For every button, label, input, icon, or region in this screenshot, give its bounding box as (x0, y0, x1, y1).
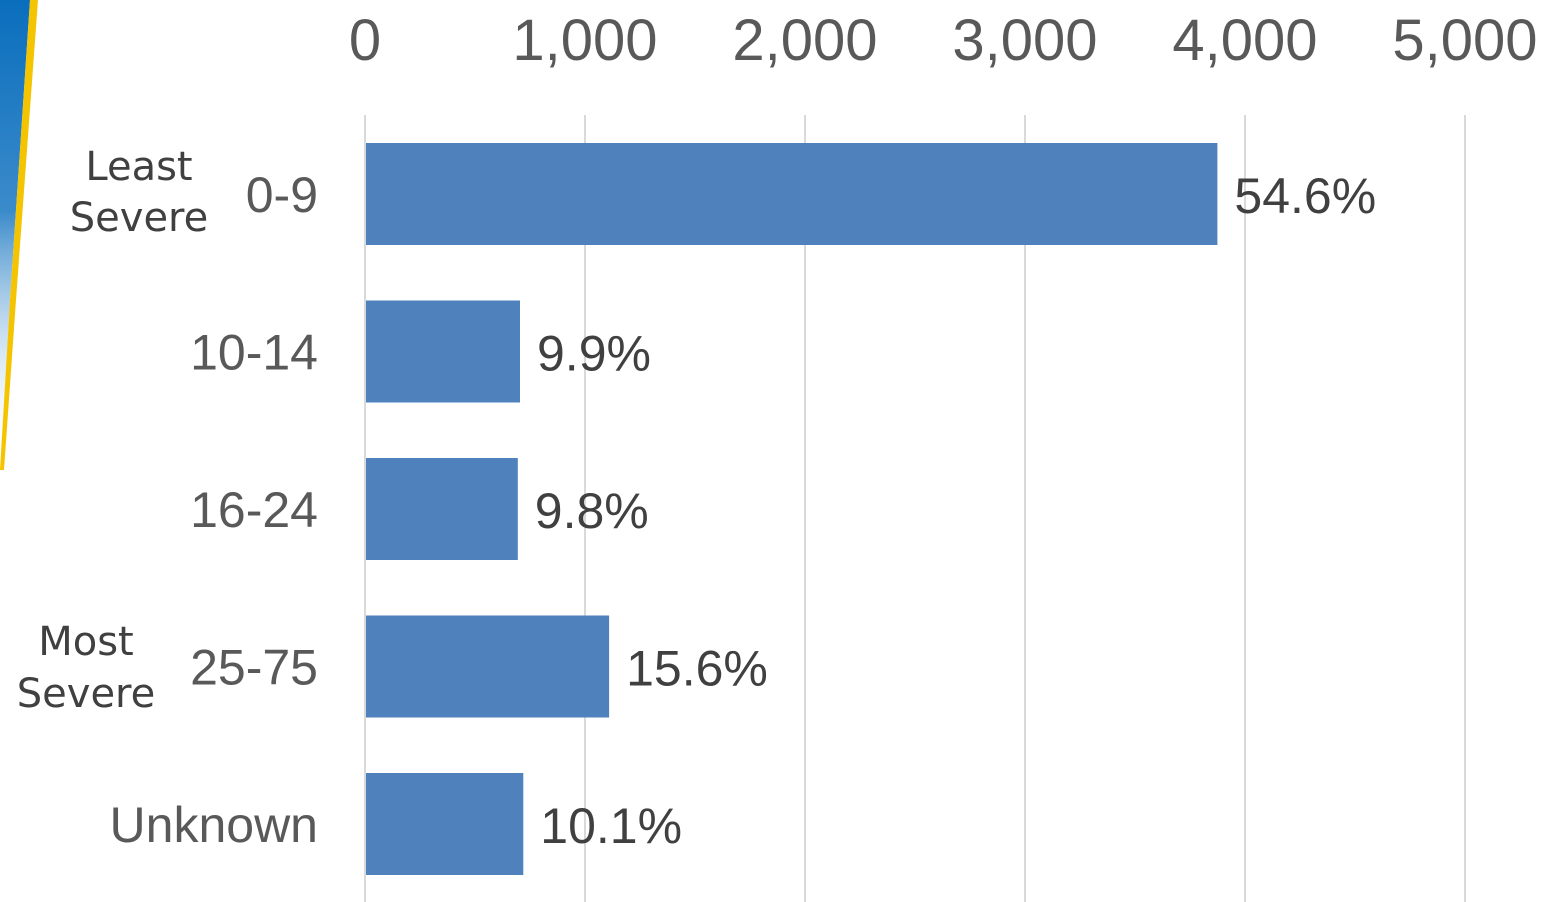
x-tick-label: 4,000 (1172, 8, 1317, 73)
bar-0-9 (366, 143, 1218, 245)
category-label: 10-14 (190, 325, 318, 381)
data-label: 9.8% (535, 483, 649, 539)
least-severe-label-line1: Least (85, 144, 192, 190)
bars (366, 143, 1218, 875)
data-labels: 54.6% 9.9% 9.8% 15.6% 10.1% (535, 168, 1376, 854)
x-tick-label: 3,000 (952, 8, 1097, 73)
severity-labels: Least Severe Most Severe (17, 144, 208, 717)
bar-10-14 (366, 300, 520, 403)
category-label: 25-75 (190, 640, 318, 696)
bar-25-75 (366, 615, 610, 718)
bar-16-24 (366, 458, 518, 560)
x-tick-label: 2,000 (732, 8, 877, 73)
x-tick-label: 1,000 (512, 8, 657, 73)
category-labels: 0-9 10-14 16-24 25-75 Unknown (110, 167, 318, 853)
data-label: 9.9% (537, 326, 651, 382)
gridlines (364, 115, 1466, 902)
blue-edge-shape (0, 0, 30, 470)
data-label: 10.1% (540, 798, 682, 854)
category-label: 0-9 (246, 167, 318, 223)
category-label: Unknown (110, 797, 318, 853)
most-severe-label-line2: Severe (17, 671, 155, 717)
x-tick-label: 5,000 (1392, 8, 1537, 73)
x-tick-label: 0 (349, 8, 381, 73)
least-severe-label-line2: Severe (70, 195, 208, 241)
x-axis-ticks: 0 1,000 2,000 3,000 4,000 5,000 (349, 8, 1538, 73)
data-label: 54.6% (1234, 168, 1376, 224)
data-label: 15.6% (626, 641, 768, 697)
bar-unknown (366, 773, 524, 875)
category-label: 16-24 (190, 482, 318, 538)
decorative-edge (0, 0, 38, 470)
most-severe-label-line1: Most (38, 619, 134, 665)
yellow-edge-stripe (0, 0, 38, 470)
